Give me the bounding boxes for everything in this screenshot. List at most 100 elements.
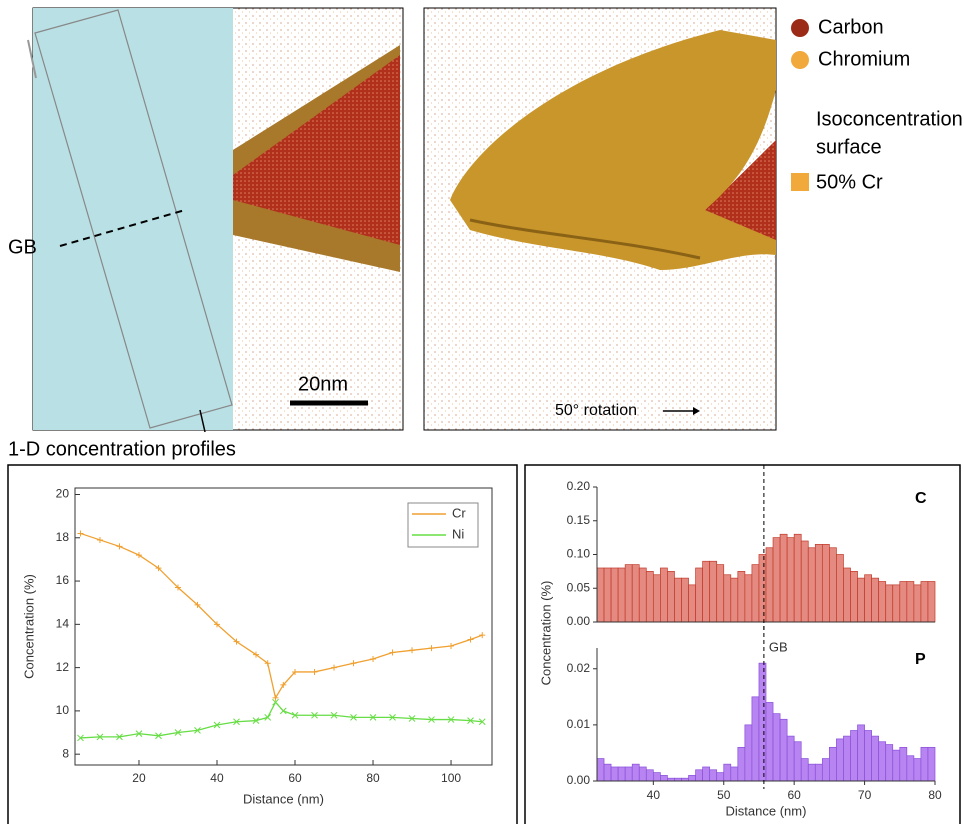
bar (829, 747, 836, 781)
gb-label: GB (769, 639, 788, 654)
bar (872, 736, 879, 781)
y-tick-label: 20 (56, 487, 70, 501)
bar (604, 568, 611, 622)
bar (766, 548, 773, 622)
legend-label: Carbon (818, 16, 884, 38)
bar (851, 730, 858, 781)
bar (928, 582, 935, 623)
bar (710, 770, 717, 781)
marker (429, 645, 435, 651)
bar (696, 568, 703, 622)
bar (808, 548, 815, 622)
bar (710, 561, 717, 622)
x-tick-label: 100 (441, 771, 461, 785)
bar (717, 565, 724, 622)
panel-label: P (915, 651, 926, 668)
bar (731, 578, 738, 622)
marker (77, 530, 83, 536)
legend-box (408, 503, 478, 547)
bar (886, 585, 893, 622)
bar (611, 767, 618, 781)
bar (639, 568, 646, 622)
bar (801, 541, 808, 622)
bar (759, 663, 766, 781)
bar (921, 582, 928, 623)
bar (632, 764, 639, 781)
bar (703, 561, 710, 622)
x-tick-label: 20 (132, 771, 146, 785)
rotation-label: 50° rotation (555, 402, 637, 419)
bar (851, 571, 858, 622)
legend-label: Ni (452, 526, 464, 541)
bar (843, 736, 850, 781)
bar (893, 750, 900, 781)
bar (646, 770, 653, 781)
x-tick-label: 80 (366, 771, 380, 785)
bar (900, 747, 907, 781)
marker (468, 636, 474, 642)
bar (625, 565, 632, 622)
y-tick-label: 12 (56, 660, 70, 674)
x-tick-label: 70 (858, 788, 872, 802)
bar (836, 555, 843, 623)
legend-label: Cr (452, 505, 466, 520)
marker (448, 643, 454, 649)
x-tick-label: 60 (787, 788, 801, 802)
bar (703, 767, 710, 781)
bar (865, 575, 872, 622)
y-tick-label: 0.15 (567, 513, 591, 527)
bar (794, 742, 801, 781)
bar (745, 575, 752, 622)
y-tick-label: 0.02 (567, 661, 591, 675)
bar (914, 585, 921, 622)
y-tick-label: 0.00 (567, 773, 591, 787)
bar (879, 742, 886, 781)
bar (674, 578, 681, 622)
heading: 1-D concentration profiles (8, 438, 236, 460)
bar (646, 571, 653, 622)
legend-swatch (791, 173, 809, 191)
marker (312, 669, 318, 675)
y-tick-label: 16 (56, 573, 70, 587)
bar (907, 582, 914, 623)
bar (682, 578, 689, 622)
bar (829, 548, 836, 622)
bar (907, 756, 914, 781)
bar (738, 747, 745, 781)
bar (822, 759, 829, 781)
bar (660, 775, 667, 781)
bar (893, 585, 900, 622)
marker (280, 708, 286, 714)
reconstruction-image (28, 8, 403, 432)
figure: GB 20nm 50° rotation Isoconcentration su… (0, 0, 964, 824)
bar (597, 759, 604, 781)
bar (618, 568, 625, 622)
bar (836, 739, 843, 781)
bar (843, 568, 850, 622)
bar (872, 578, 879, 622)
iso-title: surface (816, 136, 882, 158)
bar (717, 773, 724, 781)
x-tick-label: 80 (928, 788, 942, 802)
bar (653, 773, 660, 781)
marker (479, 632, 485, 638)
bar (618, 767, 625, 781)
bar (604, 764, 611, 781)
legend-swatch (791, 51, 809, 69)
bar (858, 725, 865, 781)
bar (787, 538, 794, 622)
bar (900, 582, 907, 623)
bar (667, 571, 674, 622)
bar (914, 759, 921, 781)
y-axis-label: Concentration (%) (538, 581, 553, 686)
x-axis-label: Distance (nm) (726, 803, 807, 818)
series-line (80, 702, 482, 738)
x-tick-label: 50 (717, 788, 731, 802)
bar (808, 764, 815, 781)
x-tick-label: 40 (647, 788, 661, 802)
x-axis-label: Distance (nm) (243, 791, 324, 806)
marker (331, 665, 337, 671)
y-tick-label: 0.20 (567, 479, 591, 493)
bar (625, 767, 632, 781)
marker (351, 660, 357, 666)
